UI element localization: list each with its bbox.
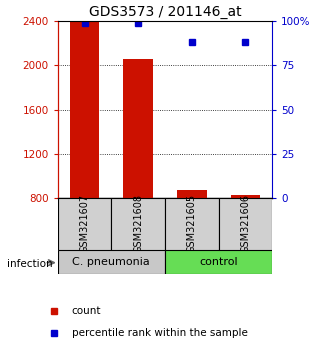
Text: GSM321607: GSM321607 <box>80 194 89 253</box>
Bar <box>218 198 272 250</box>
Text: control: control <box>199 257 238 267</box>
Bar <box>58 198 112 250</box>
Text: infection: infection <box>7 259 52 269</box>
Text: count: count <box>72 306 101 316</box>
Bar <box>112 198 165 250</box>
Bar <box>165 250 272 274</box>
Text: GSM321606: GSM321606 <box>241 194 250 253</box>
Bar <box>58 250 165 274</box>
Text: C. pneumonia: C. pneumonia <box>73 257 150 267</box>
Bar <box>123 59 153 198</box>
Bar <box>70 22 99 198</box>
Text: GSM321608: GSM321608 <box>133 194 143 253</box>
Bar <box>177 190 207 198</box>
Bar <box>165 198 218 250</box>
Text: GSM321605: GSM321605 <box>187 194 197 253</box>
Text: percentile rank within the sample: percentile rank within the sample <box>72 328 248 338</box>
Title: GDS3573 / 201146_at: GDS3573 / 201146_at <box>89 5 241 19</box>
Bar <box>231 195 260 198</box>
